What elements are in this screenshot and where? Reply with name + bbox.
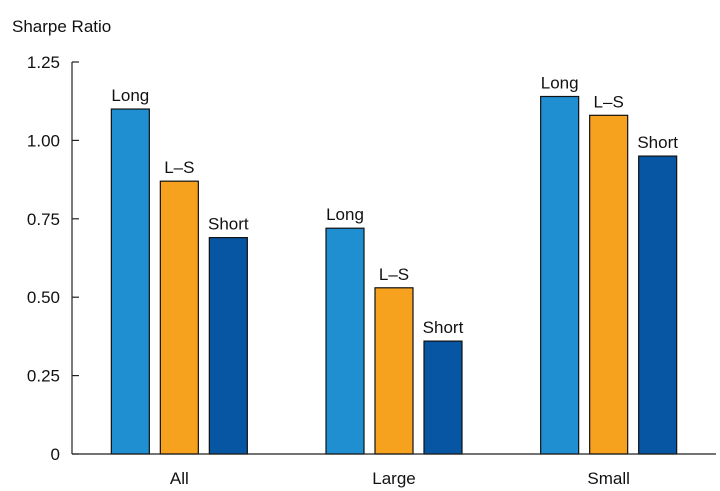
- bar-labels-group: Long L–S Short Long L–S Short Long L–S Short: [111, 73, 678, 337]
- bar-all-short: [208, 237, 248, 455]
- bar-series-label: Short: [208, 215, 249, 234]
- category-label: All: [170, 469, 189, 488]
- bar-small-long: [540, 95, 580, 455]
- bar-series-label: Long: [326, 205, 364, 224]
- bar-series-label: Short: [423, 318, 464, 337]
- bar-series-label: Long: [541, 73, 579, 92]
- y-axis-title: Sharpe Ratio: [12, 17, 111, 36]
- bar-all-long: [110, 108, 150, 455]
- bar-large-long: [325, 227, 365, 455]
- y-tick-label: 0.25: [27, 367, 60, 386]
- category-label: Large: [372, 469, 415, 488]
- bar-small-ls: [589, 114, 629, 455]
- y-tick-label: 1.25: [27, 53, 60, 72]
- y-tick-label: 1.00: [27, 131, 60, 150]
- category-label: Small: [587, 469, 630, 488]
- y-axis-ticks: 0 0.25 0.50 0.75 1.00 1.25: [27, 53, 79, 464]
- bar-large-ls: [374, 287, 414, 455]
- bar-series-label: L–S: [164, 158, 194, 177]
- category-labels-group: All Large Small: [170, 469, 630, 488]
- bar-small-short: [638, 155, 678, 455]
- bar-large-short: [423, 340, 463, 455]
- y-tick-label: 0.50: [27, 288, 60, 307]
- bar-series-label: L–S: [594, 92, 624, 111]
- y-tick-label: 0: [51, 445, 60, 464]
- bars-group: [110, 95, 678, 455]
- bar-series-label: Short: [637, 133, 678, 152]
- bar-all-ls: [159, 180, 199, 455]
- y-tick-label: 0.75: [27, 210, 60, 229]
- bar-series-label: Long: [111, 86, 149, 105]
- bar-series-label: L–S: [379, 265, 409, 284]
